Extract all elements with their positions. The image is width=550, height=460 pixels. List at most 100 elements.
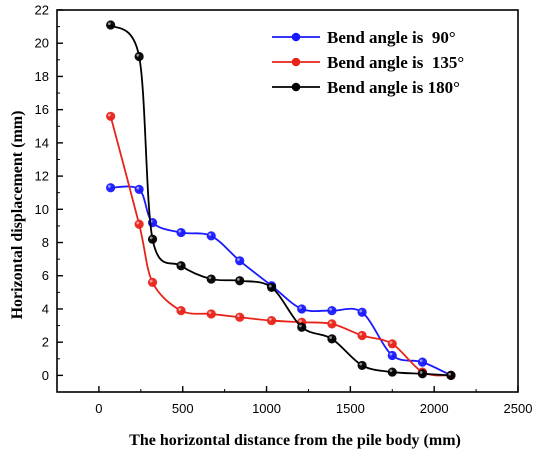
data-point bbox=[206, 309, 216, 319]
axes-layer: 0 500 1000 1500 2000 2500 0 2 4 6 8 10 12 14 16 18 20 22 bbox=[35, 3, 533, 417]
data-point-highlight bbox=[107, 113, 111, 117]
data-point bbox=[417, 369, 428, 379]
data-point-highlight bbox=[329, 336, 333, 339]
y-tick-label: 14 bbox=[35, 135, 49, 150]
data-point bbox=[327, 306, 337, 316]
data-point bbox=[266, 282, 277, 292]
y-tick-label: 10 bbox=[35, 202, 49, 217]
data-point-highlight bbox=[419, 359, 423, 363]
data-point bbox=[134, 184, 144, 194]
data-point-highlight bbox=[208, 233, 212, 236]
y-tick-label: 22 bbox=[35, 3, 49, 18]
data-point-highlight bbox=[136, 53, 140, 57]
data-point-highlight bbox=[149, 236, 153, 240]
data-point-highlight bbox=[359, 362, 363, 366]
legend-marker bbox=[291, 32, 301, 42]
data-point-highlight bbox=[107, 22, 111, 26]
x-tick-label: 0 bbox=[95, 401, 102, 416]
series-layer bbox=[106, 20, 456, 380]
data-point bbox=[387, 350, 397, 361]
y-tick-label: 16 bbox=[35, 102, 49, 117]
x-tick-label: 500 bbox=[172, 401, 194, 416]
data-point bbox=[106, 183, 116, 193]
data-point-highlight bbox=[178, 229, 182, 233]
y-tick-label: 12 bbox=[35, 169, 49, 184]
x-tick-label: 1000 bbox=[252, 401, 281, 416]
x-axis-title: The horizontal distance from the pile bo… bbox=[129, 432, 461, 449]
x-tick-label: 2000 bbox=[420, 401, 449, 416]
y-tick-label: 20 bbox=[35, 36, 49, 51]
data-point-highlight bbox=[299, 319, 302, 323]
series-1 bbox=[106, 183, 456, 380]
y-tick-label: 18 bbox=[35, 69, 49, 84]
legend-item-2: Bend angle is 135° bbox=[272, 53, 464, 72]
data-point-highlight bbox=[136, 186, 140, 190]
x-tick-label: 2500 bbox=[504, 401, 533, 416]
y-tick-label: 2 bbox=[42, 335, 49, 350]
data-point-highlight bbox=[359, 309, 363, 313]
data-point bbox=[147, 234, 158, 244]
data-point-highlight bbox=[389, 341, 393, 344]
y-tick-label: 8 bbox=[42, 235, 49, 250]
data-point bbox=[387, 367, 397, 377]
y-axis-title: Horizontal displacement (mm) bbox=[9, 111, 26, 320]
data-point bbox=[357, 307, 367, 317]
data-point-highlight bbox=[149, 279, 153, 283]
data-point bbox=[206, 231, 216, 241]
legend-label: Bend angle is 180° bbox=[327, 78, 460, 97]
data-point bbox=[176, 261, 186, 271]
y-tick-label: 6 bbox=[42, 268, 49, 283]
data-point bbox=[417, 357, 428, 367]
data-point-highlight bbox=[299, 324, 302, 328]
y-tick-label: 4 bbox=[42, 301, 49, 316]
data-point bbox=[297, 304, 307, 314]
x-tick-label: 1500 bbox=[336, 401, 365, 416]
data-point-highlight bbox=[299, 306, 302, 310]
data-point bbox=[357, 330, 367, 341]
data-point-highlight bbox=[178, 307, 182, 311]
data-point bbox=[327, 319, 337, 329]
data-point-highlight bbox=[208, 311, 212, 315]
data-point bbox=[106, 111, 116, 121]
data-point bbox=[206, 274, 216, 284]
data-point-highlight bbox=[419, 371, 423, 374]
plot-frame bbox=[56, 9, 519, 393]
data-point-highlight bbox=[389, 352, 393, 356]
legend-label: Bend angle is 135° bbox=[327, 53, 464, 72]
data-point-highlight bbox=[359, 332, 363, 336]
data-point-highlight bbox=[237, 314, 240, 318]
y-tick-label: 0 bbox=[42, 368, 49, 383]
legend-marker bbox=[291, 57, 301, 67]
legend-item-3: Bend angle is 180° bbox=[272, 78, 460, 97]
legend: Bend angle is 90° Bend angle is 135° Bend … bbox=[272, 28, 464, 97]
data-point bbox=[106, 20, 116, 30]
data-point-highlight bbox=[268, 284, 272, 288]
data-point-highlight bbox=[448, 372, 452, 376]
data-point bbox=[387, 339, 397, 349]
data-point-highlight bbox=[208, 276, 212, 280]
data-point bbox=[235, 256, 245, 266]
data-point-highlight bbox=[268, 317, 272, 321]
legend-label: Bend angle is 90° bbox=[327, 28, 456, 47]
data-point bbox=[134, 219, 144, 229]
legend-marker bbox=[291, 82, 301, 92]
data-point-highlight bbox=[178, 263, 182, 266]
data-point-highlight bbox=[389, 369, 393, 373]
data-point bbox=[134, 51, 144, 62]
series-2 bbox=[106, 111, 456, 380]
data-point-highlight bbox=[107, 185, 111, 188]
data-point bbox=[176, 306, 186, 316]
data-point bbox=[147, 277, 158, 287]
data-point bbox=[266, 315, 277, 326]
data-point bbox=[176, 227, 186, 238]
series-line bbox=[109, 116, 452, 377]
data-point bbox=[327, 334, 337, 344]
series-3 bbox=[106, 20, 456, 380]
data-point-highlight bbox=[237, 278, 240, 281]
legend-item-1: Bend angle is 90° bbox=[272, 28, 456, 47]
data-point-highlight bbox=[136, 221, 140, 225]
data-point-highlight bbox=[237, 258, 240, 261]
data-point-highlight bbox=[329, 307, 333, 311]
series-line bbox=[110, 185, 452, 377]
data-point bbox=[235, 276, 245, 286]
